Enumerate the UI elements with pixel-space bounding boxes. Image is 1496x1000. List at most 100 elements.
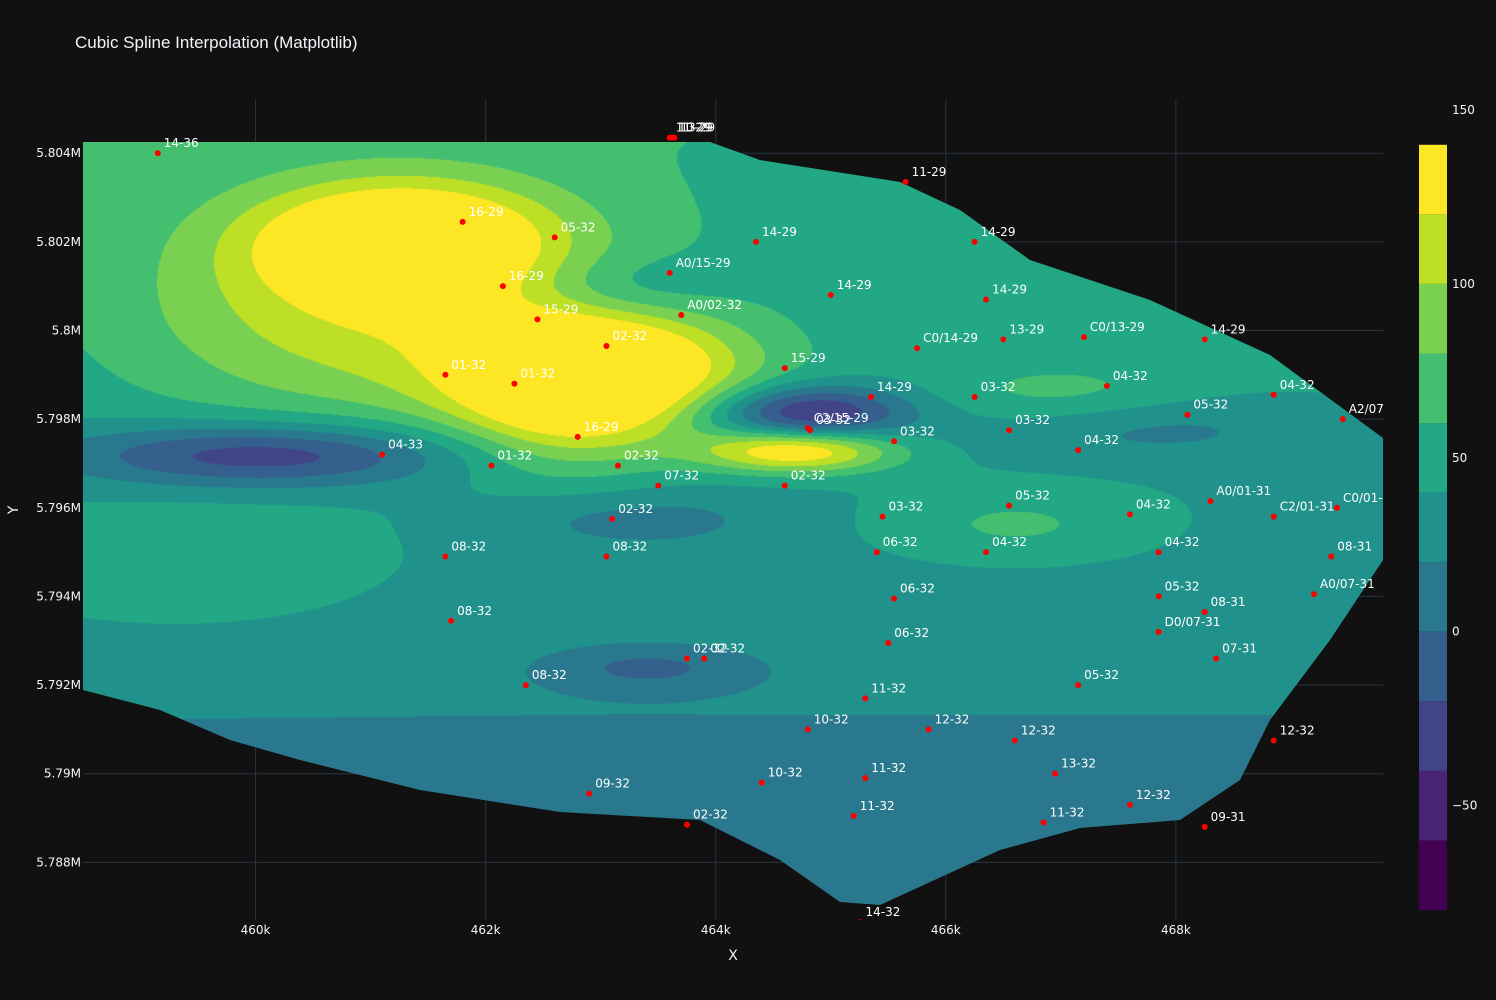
- well-marker[interactable]: [1075, 682, 1082, 689]
- well-marker[interactable]: [891, 595, 898, 602]
- well-marker[interactable]: [971, 393, 978, 400]
- well-marker[interactable]: [488, 462, 495, 469]
- well-marker[interactable]: [1040, 819, 1047, 826]
- well-marker[interactable]: [753, 238, 760, 245]
- well-label: 09-31: [1211, 810, 1246, 824]
- well-label: 04-32: [1136, 497, 1171, 511]
- well-marker[interactable]: [442, 553, 449, 560]
- well-marker[interactable]: [862, 775, 869, 782]
- well-label: 01-32: [497, 449, 532, 463]
- well-marker[interactable]: [983, 549, 990, 556]
- well-marker[interactable]: [671, 134, 678, 141]
- well-marker[interactable]: [850, 812, 857, 819]
- well-marker[interactable]: [609, 515, 616, 522]
- well-marker[interactable]: [154, 150, 161, 157]
- well-marker[interactable]: [868, 393, 875, 400]
- colorbar-band: [1419, 492, 1447, 563]
- well-marker[interactable]: [827, 292, 834, 299]
- well-marker[interactable]: [781, 482, 788, 489]
- well-marker[interactable]: [1006, 427, 1013, 434]
- well-label: 13-29: [1009, 322, 1044, 336]
- well-marker[interactable]: [862, 695, 869, 702]
- well-marker[interactable]: [1339, 416, 1346, 423]
- well-marker[interactable]: [499, 283, 506, 290]
- well-marker[interactable]: [442, 371, 449, 378]
- well-marker[interactable]: [701, 655, 708, 662]
- well-marker[interactable]: [1011, 737, 1018, 744]
- well-marker[interactable]: [885, 639, 892, 646]
- well-marker[interactable]: [534, 316, 541, 323]
- well-marker[interactable]: [655, 482, 662, 489]
- well-marker[interactable]: [1075, 447, 1082, 454]
- well-label: A0/01-31: [1216, 484, 1271, 498]
- well-marker[interactable]: [586, 790, 593, 797]
- well-marker[interactable]: [1270, 737, 1277, 744]
- well-marker[interactable]: [683, 655, 690, 662]
- well-marker[interactable]: [804, 726, 811, 733]
- well-marker[interactable]: [1052, 770, 1059, 777]
- y-tick-label: 5.788M: [36, 855, 81, 869]
- well-marker[interactable]: [1270, 513, 1277, 520]
- well-marker[interactable]: [971, 238, 978, 245]
- well-marker[interactable]: [574, 433, 581, 440]
- colorbar-band: [1419, 214, 1447, 284]
- well-marker[interactable]: [1201, 823, 1208, 830]
- well-marker[interactable]: [857, 919, 863, 925]
- well-marker[interactable]: [1126, 511, 1133, 518]
- well-marker[interactable]: [603, 553, 610, 560]
- well-marker[interactable]: [1103, 382, 1110, 389]
- well-marker[interactable]: [683, 821, 690, 828]
- well-label: 03-32: [1015, 413, 1050, 427]
- colorbar-tick-label: 0: [1452, 625, 1460, 639]
- well-label: 12-32: [1136, 788, 1171, 802]
- well-marker[interactable]: [873, 549, 880, 556]
- well-marker[interactable]: [1006, 502, 1013, 509]
- well-marker[interactable]: [781, 365, 788, 372]
- well-marker[interactable]: [551, 234, 558, 241]
- well-marker[interactable]: [1201, 608, 1208, 615]
- colorbar-tick-label: 150: [1452, 103, 1475, 117]
- well-marker[interactable]: [666, 269, 673, 276]
- well-marker[interactable]: [1201, 336, 1208, 343]
- well-marker[interactable]: [1155, 593, 1162, 600]
- well-marker[interactable]: [603, 343, 610, 349]
- well-label: 02-32: [618, 502, 653, 516]
- well-marker[interactable]: [1155, 549, 1162, 556]
- well-marker[interactable]: [448, 617, 455, 624]
- well-marker[interactable]: [1184, 411, 1191, 418]
- well-marker[interactable]: [511, 380, 518, 387]
- well-marker[interactable]: [902, 179, 909, 185]
- well-marker[interactable]: [1080, 334, 1087, 341]
- well-label: 08-32: [451, 540, 486, 554]
- colorbar-band: [1419, 423, 1447, 493]
- well-label: 03-32: [981, 380, 1016, 394]
- well-marker[interactable]: [1000, 336, 1007, 343]
- well-marker[interactable]: [914, 345, 921, 352]
- well-marker[interactable]: [522, 682, 529, 689]
- colorbar-tick-label: 100: [1452, 277, 1475, 291]
- well-marker[interactable]: [925, 726, 932, 733]
- well-marker[interactable]: [678, 311, 685, 318]
- well-marker[interactable]: [1270, 391, 1277, 398]
- well-marker[interactable]: [879, 513, 886, 520]
- well-marker[interactable]: [758, 779, 765, 786]
- well-marker[interactable]: [1333, 504, 1340, 511]
- x-tick-label: 468k: [1161, 923, 1191, 937]
- well-marker[interactable]: [983, 296, 990, 303]
- well-label: 13-32: [1061, 757, 1096, 771]
- well-marker[interactable]: [1213, 655, 1220, 662]
- well-marker[interactable]: [1328, 553, 1335, 560]
- well-marker[interactable]: [459, 218, 466, 225]
- well-label: 01-32: [520, 367, 555, 381]
- well-marker[interactable]: [1155, 628, 1162, 635]
- well-marker[interactable]: [891, 438, 898, 445]
- well-marker[interactable]: [614, 462, 621, 469]
- well-label: 02-32: [624, 449, 659, 463]
- well-label: 03-32: [889, 500, 924, 514]
- well-marker[interactable]: [1126, 801, 1133, 808]
- well-marker[interactable]: [807, 427, 814, 434]
- well-marker[interactable]: [1310, 591, 1317, 598]
- well-marker[interactable]: [1207, 498, 1214, 505]
- well-marker[interactable]: [379, 451, 386, 458]
